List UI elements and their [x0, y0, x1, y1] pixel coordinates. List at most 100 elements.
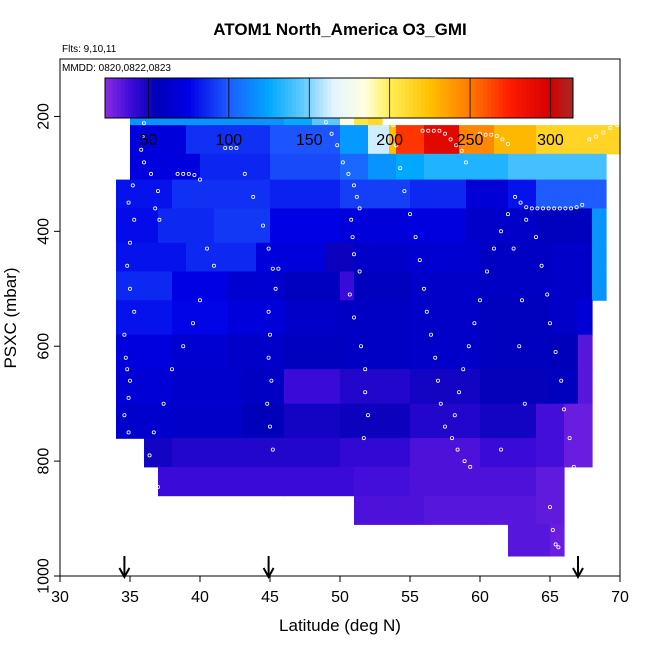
- colorbar-segment: [342, 78, 348, 118]
- colorbar-segment: [401, 78, 406, 118]
- heatmap-cell: [172, 403, 243, 439]
- observation-point: [141, 160, 146, 165]
- colorbar-segment: [144, 78, 149, 118]
- colorbar-segment: [362, 78, 367, 118]
- observation-point: [489, 132, 494, 137]
- observation-point: [601, 130, 606, 135]
- observation-point: [455, 447, 460, 452]
- y-tick-label: 200: [36, 103, 53, 130]
- colorbar-segment: [194, 78, 200, 118]
- colorbar-segment: [167, 78, 172, 118]
- colorbar-segment: [147, 78, 153, 118]
- flight-arrow-head: [572, 567, 584, 580]
- heatmap-cell: [130, 125, 187, 155]
- colorbar-segment: [389, 78, 395, 118]
- heatmap-cell: [508, 524, 551, 557]
- observation-point: [347, 292, 352, 297]
- observation-point: [513, 194, 518, 199]
- heatmap-cell: [116, 271, 173, 301]
- observation-point: [535, 206, 540, 211]
- heatmap-cell: [550, 369, 579, 405]
- heatmap-cell: [172, 300, 229, 336]
- heatmap-cell: [368, 125, 390, 155]
- heatmap-cell: [172, 271, 229, 301]
- y-tick-label: 600: [36, 333, 53, 360]
- observation-point: [452, 413, 457, 418]
- colorbar-segment: [557, 78, 562, 118]
- heatmap-cell: [550, 242, 593, 273]
- colorbar-segment: [245, 78, 250, 118]
- observation-point: [276, 266, 281, 271]
- dates-annotation: MMDD: 0820,0822,0823: [62, 63, 171, 74]
- heatmap-cell: [564, 403, 593, 439]
- colorbar-segment: [463, 78, 469, 118]
- x-tick-label: 55: [401, 589, 419, 606]
- observation-point: [462, 459, 467, 464]
- colorbar-segment: [444, 78, 449, 118]
- colorbar-segment: [397, 78, 402, 118]
- heatmap-cell: [550, 524, 565, 557]
- heatmap-cell: [284, 466, 355, 497]
- observation-point: [349, 217, 354, 222]
- observation-point: [340, 160, 345, 165]
- colorbar-segment: [420, 78, 426, 118]
- heatmap-cell: [480, 438, 537, 468]
- colorbar-segment: [140, 78, 145, 118]
- observation-point: [456, 390, 461, 395]
- heatmap-cell: [116, 403, 173, 439]
- colorbar-segment: [163, 78, 168, 118]
- heatmap-cell: [592, 271, 607, 301]
- observation-point: [420, 128, 425, 133]
- observation-point: [147, 453, 152, 458]
- observation-point: [122, 332, 127, 337]
- heatmap-cell: [354, 495, 425, 525]
- heatmap-cell: [340, 125, 369, 155]
- observation-point: [448, 137, 453, 142]
- observation-point: [494, 133, 499, 138]
- x-tick-label: 60: [471, 589, 489, 606]
- y-axis: 200 400 600 800 1000: [36, 103, 60, 594]
- colorbar-segment: [268, 78, 274, 118]
- colorbar-segment: [296, 78, 301, 118]
- colorbar-segment: [315, 78, 320, 118]
- heatmap-cell: [116, 369, 173, 405]
- heatmap-cell: [480, 334, 551, 370]
- observation-point: [511, 246, 516, 251]
- heatmap-cell: [340, 334, 411, 370]
- observation-point: [192, 172, 197, 177]
- heatmap-cell: [550, 334, 579, 370]
- observation-point: [472, 321, 477, 326]
- x-tick-label: 40: [191, 589, 209, 606]
- heatmap-cell: [410, 334, 481, 370]
- observation-point: [559, 378, 564, 383]
- heatmap-cell: [130, 153, 201, 181]
- colorbar-segment: [541, 78, 547, 118]
- observation-point: [569, 206, 574, 211]
- observation-point: [563, 206, 568, 211]
- colorbar-segment: [108, 78, 114, 118]
- colorbar-segment: [510, 78, 515, 118]
- observation-point: [553, 542, 558, 547]
- observation-point: [433, 355, 438, 360]
- observation-point: [125, 367, 130, 372]
- observation-point: [251, 194, 256, 199]
- heatmap-cell: [389, 125, 397, 155]
- heatmap-cell: [172, 334, 229, 370]
- heatmap-cell: [270, 208, 341, 244]
- flights-annotation: Flts: 9,10,11: [62, 44, 117, 55]
- observation-point: [190, 321, 195, 326]
- heatmap-cell: [116, 300, 173, 336]
- observation-point: [153, 206, 158, 211]
- observation-point: [438, 401, 443, 406]
- x-axis-label: Latitude (deg N): [279, 616, 401, 635]
- observation-point: [454, 143, 459, 148]
- observation-point: [449, 436, 454, 441]
- observation-point: [550, 528, 555, 533]
- heatmap-cell: [144, 438, 173, 468]
- colorbar-segment: [456, 78, 461, 118]
- observation-point: [269, 378, 274, 383]
- heatmap-cell: [396, 153, 425, 181]
- colorbar-segment: [358, 78, 363, 118]
- observation-point: [266, 309, 271, 314]
- observation-point: [541, 206, 546, 211]
